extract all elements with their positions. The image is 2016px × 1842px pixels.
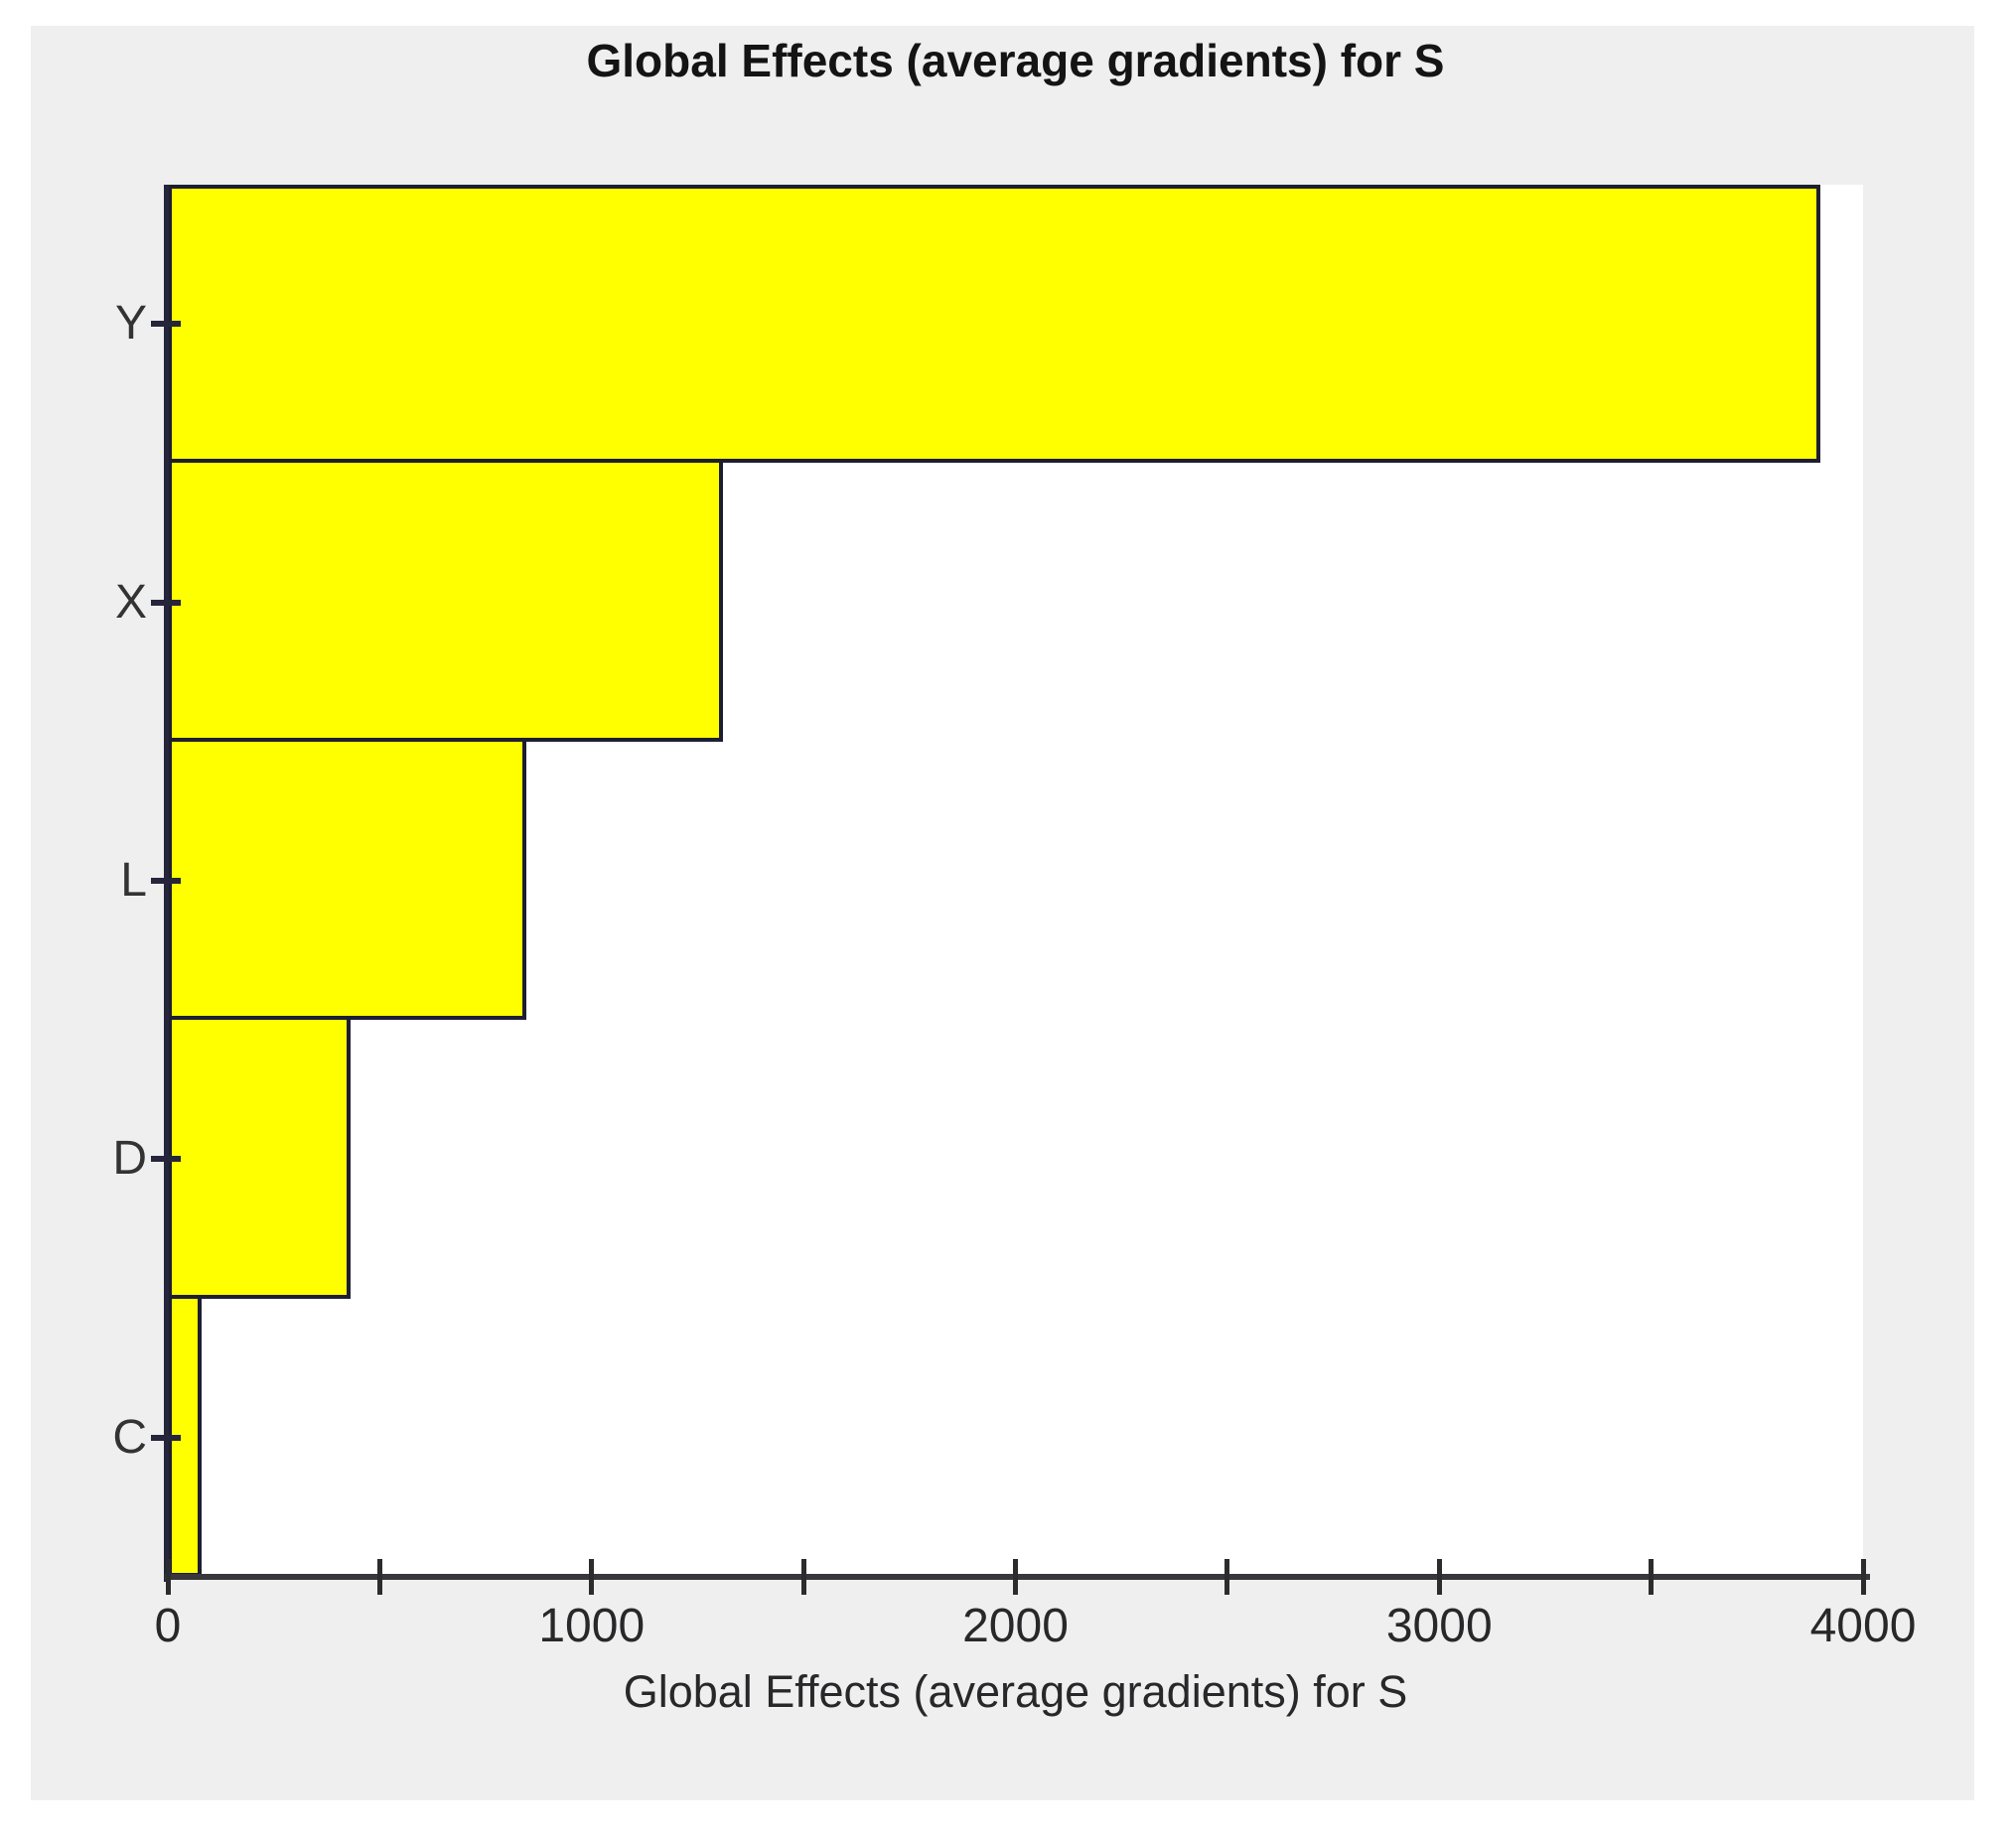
x-axis-major-tick: [1436, 1559, 1442, 1595]
x-tick-label: 2000: [962, 1600, 1069, 1652]
y-tick-label: C: [112, 1410, 147, 1464]
x-tick-label: 3000: [1385, 1600, 1493, 1652]
x-axis-major-tick: [1860, 1559, 1866, 1595]
x-axis-minor-tick: [1224, 1559, 1230, 1595]
x-axis-minor-tick: [376, 1559, 382, 1595]
x-axis-label: Global Effects (average gradients) for S: [623, 1666, 1408, 1717]
x-tick-label: 1000: [538, 1600, 646, 1652]
y-axis-tick: [151, 599, 181, 606]
y-axis-tick: [151, 878, 181, 884]
y-axis-tick: [151, 321, 181, 328]
y-tick-label: Y: [114, 297, 147, 351]
y-axis-tick: [151, 1156, 181, 1163]
y-tick-label: D: [112, 1132, 147, 1186]
x-tick-label: 0: [154, 1600, 182, 1652]
bar-Y: [168, 185, 1821, 464]
x-axis-minor-tick: [1649, 1559, 1655, 1595]
x-axis-minor-tick: [800, 1559, 806, 1595]
bar-X: [168, 459, 724, 742]
x-axis-major-tick: [165, 1559, 171, 1595]
x-tick-label: 4000: [1809, 1600, 1917, 1652]
x-axis-major-tick: [589, 1559, 595, 1595]
y-tick-label: L: [120, 854, 147, 907]
bar-D: [168, 1016, 351, 1299]
y-axis-tick: [151, 1434, 181, 1441]
bar-L: [168, 737, 526, 1021]
chart-title: Global Effects (average gradients) for S: [586, 35, 1445, 86]
x-axis-major-tick: [1013, 1559, 1018, 1595]
y-tick-label: X: [114, 575, 147, 629]
